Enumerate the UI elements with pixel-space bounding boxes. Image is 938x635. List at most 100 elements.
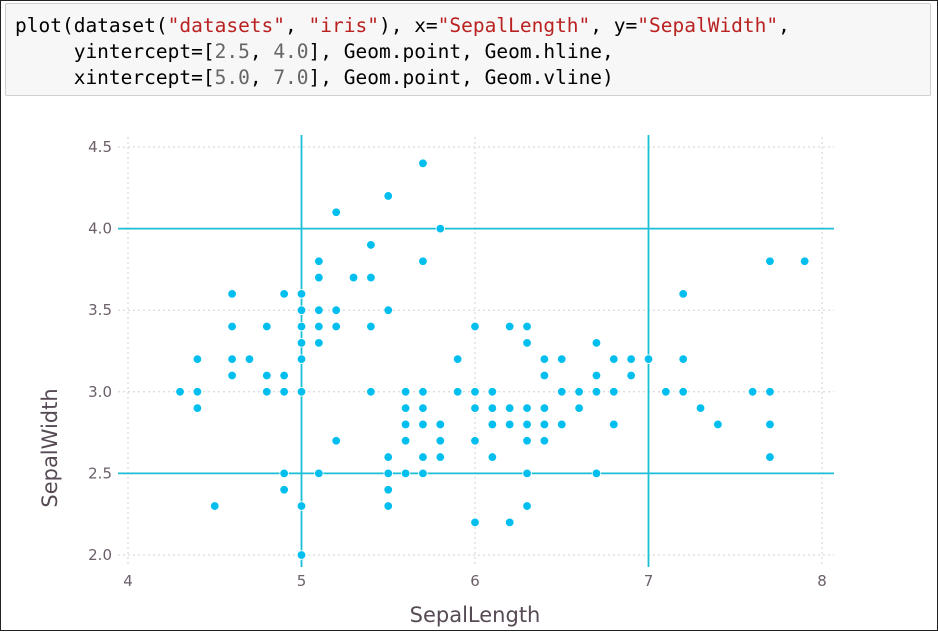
- data-point: [400, 387, 411, 397]
- data-point: [418, 256, 428, 266]
- data-point: [557, 354, 567, 364]
- data-point: [678, 354, 688, 364]
- data-point: [296, 305, 307, 315]
- data-point: [314, 321, 324, 332]
- data-point: [400, 403, 411, 413]
- data-point: [539, 403, 550, 413]
- data-point: [487, 452, 498, 462]
- x-axis-label: SepalLength: [410, 603, 541, 627]
- data-point: [296, 338, 307, 348]
- data-point: [418, 452, 428, 462]
- y-tick-label: 2.5: [88, 464, 112, 482]
- data-point: [366, 272, 376, 283]
- x-tick-label: 5: [297, 572, 307, 590]
- data-point: [452, 387, 463, 397]
- x-tick-label: 4: [123, 572, 133, 590]
- data-point: [713, 419, 723, 430]
- data-point: [557, 419, 567, 430]
- data-point: [661, 387, 671, 397]
- data-point: [383, 305, 393, 315]
- data-point: [296, 501, 307, 511]
- code-token: ,: [285, 14, 309, 37]
- code-line-1: plot(dataset("datasets", "iris"), x="Sep…: [15, 14, 790, 38]
- data-point: [765, 452, 775, 462]
- reference-lines: [118, 135, 834, 567]
- data-point: [400, 436, 411, 446]
- data-point: [279, 289, 289, 299]
- code-token: ,: [249, 66, 274, 89]
- data-point: [539, 436, 550, 446]
- data-point: [522, 419, 532, 430]
- data-point: [400, 468, 411, 479]
- code-cell[interactable]: plot(dataset("datasets", "iris"), x="Sep…: [5, 3, 931, 96]
- data-point: [418, 468, 428, 479]
- data-point: [314, 305, 324, 315]
- data-point: [626, 370, 636, 381]
- code-line-3: xintercept=[5.0, 7.0], Geom.point, Geom.…: [15, 66, 614, 90]
- data-point: [210, 501, 220, 511]
- data-point: [435, 452, 446, 462]
- data-point: [296, 289, 307, 299]
- data-point: [574, 387, 584, 397]
- x-tick-label: 7: [644, 572, 654, 590]
- data-point: [678, 387, 688, 397]
- code-token: 4.0: [273, 40, 309, 63]
- data-point: [296, 550, 307, 560]
- code-token: ], Geom.point, Geom.hline,: [308, 40, 614, 63]
- y-tick-label: 4.0: [88, 220, 112, 238]
- data-point: [522, 436, 532, 446]
- code-token: yintercept=[: [15, 40, 215, 63]
- data-point: [366, 240, 376, 250]
- data-point: [539, 370, 550, 381]
- data-point: [383, 501, 393, 511]
- data-point: [227, 370, 237, 381]
- data-point: [227, 354, 237, 364]
- data-point: [296, 387, 307, 397]
- data-point: [747, 387, 758, 397]
- data-point: [331, 207, 341, 217]
- data-point: [678, 289, 688, 299]
- data-point: [296, 321, 307, 332]
- data-point: [435, 419, 446, 430]
- data-point: [331, 436, 341, 446]
- data-point: [765, 387, 775, 397]
- data-point: [487, 387, 498, 397]
- data-point: [227, 321, 237, 332]
- code-token: ), x=: [378, 14, 438, 37]
- y-tick-label: 3.0: [88, 383, 112, 401]
- data-point: [418, 387, 428, 397]
- data-point: [487, 419, 498, 430]
- data-point: [366, 321, 376, 332]
- data-point: [591, 468, 602, 479]
- x-tick-label: 8: [817, 572, 827, 590]
- data-point: [487, 403, 498, 413]
- scatter-chart: 4 5 6 7 8 2.0 2.5 3.0 3.5 4.0 4.5 SepalLength Sepa…: [38, 135, 834, 627]
- data-point: [192, 403, 203, 413]
- data-point: [331, 321, 341, 332]
- code-token: ,: [778, 14, 790, 37]
- data-point: [279, 468, 289, 479]
- data-point: [522, 468, 532, 479]
- data-point: [262, 370, 272, 381]
- data-point: [643, 354, 654, 364]
- code-token: "SepalWidth": [637, 14, 779, 37]
- data-point: [366, 387, 376, 397]
- data-point: [418, 158, 428, 169]
- points: [175, 158, 810, 560]
- data-point: [314, 468, 324, 479]
- code-token: 7.0: [273, 66, 309, 89]
- data-point: [609, 419, 619, 430]
- data-point: [383, 485, 393, 495]
- data-point: [435, 223, 446, 234]
- data-point: [296, 354, 307, 364]
- data-point: [470, 436, 480, 446]
- data-point: [279, 387, 289, 397]
- code-token: , y=: [590, 14, 638, 37]
- data-point: [799, 256, 810, 266]
- data-point: [244, 354, 255, 364]
- data-point: [505, 517, 515, 528]
- data-point: [574, 403, 584, 413]
- data-point: [452, 354, 463, 364]
- code-token: "iris": [308, 14, 379, 37]
- y-tick-label: 2.0: [88, 546, 112, 564]
